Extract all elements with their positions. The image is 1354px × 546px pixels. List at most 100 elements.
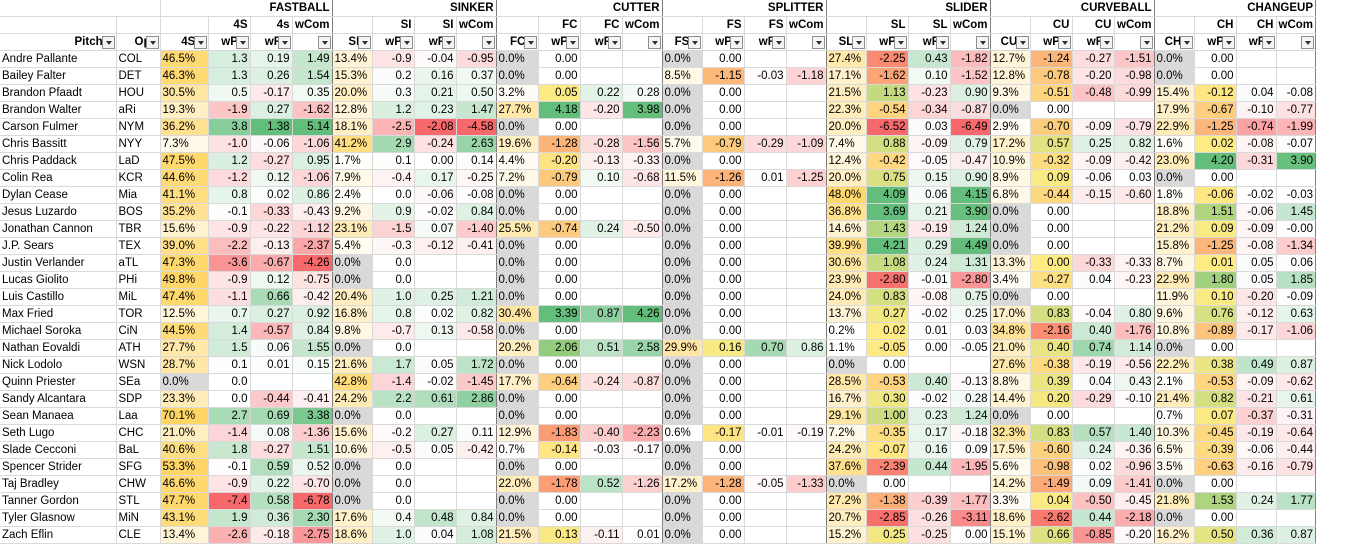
pitch-wrv-cell: -0.85 xyxy=(1072,526,1115,544)
filter-dropdown-icon[interactable] xyxy=(607,36,621,49)
filter-dropdown-icon[interactable] xyxy=(1261,36,1275,49)
filter-dropdown-icon[interactable] xyxy=(145,36,159,49)
filter-dropdown-icon[interactable] xyxy=(935,36,949,49)
filter-dropdown-icon[interactable] xyxy=(975,36,989,49)
filter-dropdown-icon[interactable] xyxy=(565,36,579,49)
pitch-usage-cell: 70.1% xyxy=(160,407,209,425)
pitch-wrv-cell: 0.24 xyxy=(1072,441,1115,459)
filter-dropdown-icon[interactable] xyxy=(1057,36,1071,49)
filter-dropdown-icon[interactable] xyxy=(1139,36,1153,49)
column-header: b xyxy=(950,33,991,51)
filter-dropdown-icon[interactable] xyxy=(1015,36,1029,49)
pitch-wpm-cell: -0.53 xyxy=(866,373,909,391)
table-row: Nick Lodolo WSN 28.7% 0.1 0.01 0.15 21.6% 1.7 0.… xyxy=(0,356,1316,374)
filter-dropdown-icon[interactable] xyxy=(481,36,495,49)
opponent: ATH xyxy=(116,339,161,357)
pitch-wrv-cell: -0.09 xyxy=(1236,220,1277,238)
table-row: Colin Rea KCR 44.6% -1.2 0.12 -1.06 7.9% -0.4 0.… xyxy=(0,169,1316,187)
filter-dropdown-icon[interactable] xyxy=(1179,36,1193,49)
table-row: Taj Bradley CHW 46.6% -0.9 0.22 -0.70 0.0% 0.0 2… xyxy=(0,475,1316,493)
pitch-wpm-cell: 0.0 xyxy=(372,407,415,425)
pitch-wpm-cell: 2.06 xyxy=(538,339,581,357)
pitch-wpm-cell: 0.00 xyxy=(702,254,745,272)
pitch-wrv-cell: -0.06 xyxy=(1236,203,1277,221)
pitch-wcomb-cell xyxy=(786,271,827,289)
filter-dropdown-icon[interactable] xyxy=(647,36,661,49)
filter-dropdown-icon[interactable] xyxy=(399,36,413,49)
pitch-wrv-cell: 0.16 xyxy=(414,67,457,85)
pitch-wcomb-cell: 0.01 xyxy=(622,526,663,544)
table-row: Max Fried TOR 12.5% 0.7 0.27 0.92 16.8% 0.8 0.02… xyxy=(0,305,1316,323)
filter-dropdown-icon[interactable] xyxy=(441,36,455,49)
pitch-usage-cell: 17.2% xyxy=(990,135,1031,153)
pitch-wpm-cell: -2.16 xyxy=(1030,322,1073,340)
pitch-usage-cell: 14.6% xyxy=(826,220,867,238)
pitch-wpm-cell: 0.00 xyxy=(702,492,745,510)
pitch-wrv-cell: 0.01 xyxy=(908,322,951,340)
pitch-usage-cell: 21.0% xyxy=(990,339,1031,357)
filter-dropdown-icon[interactable] xyxy=(729,36,743,49)
filter-dropdown-icon[interactable] xyxy=(1221,36,1235,49)
pitch-wrv-cell: 0.23 xyxy=(908,407,951,425)
pitch-wrv-cell: -0.02 xyxy=(1236,186,1277,204)
pitch-usage-cell: 3.5% xyxy=(1154,458,1195,476)
group-header-cutter: CUTTER xyxy=(496,0,663,17)
pitch-wcomb-cell: 0.15 xyxy=(292,356,333,374)
pitch-wrv-cell: -0.33 xyxy=(1072,254,1115,272)
pitch-wcomb-cell: -1.09 xyxy=(786,135,827,153)
pitch-wpm-cell: -0.98 xyxy=(1030,458,1073,476)
pitch-usage-cell: 12.8% xyxy=(332,101,373,119)
filter-dropdown-icon[interactable] xyxy=(1301,36,1314,49)
pitch-wrv-cell xyxy=(580,322,623,340)
pitch-wpm-cell: 0.7 xyxy=(208,305,251,323)
pitch-wrv-cell: -0.40 xyxy=(580,424,623,442)
filter-dropdown-icon[interactable] xyxy=(811,36,825,49)
pitch-usage-cell: 15.2% xyxy=(826,526,867,544)
filter-dropdown-icon[interactable] xyxy=(1099,36,1113,49)
opponent: BOS xyxy=(116,203,161,221)
pitch-wpm-cell: 0.00 xyxy=(702,118,745,136)
pitch-wpm-cell: 0.40 xyxy=(1030,339,1073,357)
pitch-wrv-cell xyxy=(580,407,623,425)
filter-dropdown-icon[interactable] xyxy=(687,36,701,49)
column-header: wRV xyxy=(908,33,951,51)
filter-dropdown-icon[interactable] xyxy=(851,36,865,49)
pitch-wpm-cell: -2.62 xyxy=(1030,509,1073,527)
pitch-usage-cell: 0.0% xyxy=(496,458,539,476)
pitch-wpm-cell: -1.26 xyxy=(702,169,745,187)
pitch-wcomb-cell: -0.42 xyxy=(1114,152,1155,170)
pitch-wpm-cell: 1.7 xyxy=(372,356,415,374)
pitch-wpm-cell: 0.3 xyxy=(372,84,415,102)
pitch-usage-cell: 8.7% xyxy=(1154,254,1195,272)
filter-dropdown-icon[interactable] xyxy=(235,36,249,49)
filter-dropdown-icon[interactable] xyxy=(523,36,537,49)
filter-dropdown-icon[interactable] xyxy=(771,36,785,49)
pitch-wrv-cell xyxy=(744,220,787,238)
filter-dropdown-icon[interactable] xyxy=(101,36,115,49)
pitch-usage-cell: 17.5% xyxy=(990,441,1031,459)
table-row: Chris Paddack LaD 47.5% 1.2 -0.27 0.95 1.7% 0.1… xyxy=(0,152,1316,170)
pitch-wpm-cell: 0.00 xyxy=(702,203,745,221)
table-row: Nathan Eovaldi ATH 27.7% 1.5 0.06 1.55 0.0% 0.0… xyxy=(0,339,1316,357)
filter-dropdown-icon[interactable] xyxy=(193,36,207,49)
pitch-wrv-cell: -0.17 xyxy=(250,84,293,102)
pitch-usage-cell: 22.9% xyxy=(1154,271,1195,289)
pitch-wpm-cell: -6.52 xyxy=(866,118,909,136)
filter-dropdown-icon[interactable] xyxy=(893,36,907,49)
pitch-usage-cell: 10.6% xyxy=(332,441,373,459)
filter-dropdown-icon[interactable] xyxy=(357,36,371,49)
pitch-wcomb-cell: -0.33 xyxy=(622,152,663,170)
column-header: 4S% xyxy=(160,33,209,51)
pitch-wpm-cell: 0.0 xyxy=(208,390,251,408)
pitch-wrv-cell xyxy=(1236,339,1277,357)
filter-dropdown-icon[interactable] xyxy=(317,36,331,49)
pitch-wpm-cell: 0.00 xyxy=(702,101,745,119)
pitch-wpm-cell: 0.38 xyxy=(1194,356,1237,374)
pitch-usage-cell: 22.9% xyxy=(1154,118,1195,136)
column-subheader: CU xyxy=(1072,16,1115,34)
pitch-usage-cell: 0.0% xyxy=(496,237,539,255)
pitch-wrv-cell: -0.74 xyxy=(1236,118,1277,136)
filter-dropdown-icon[interactable] xyxy=(277,36,291,49)
pitch-wpm-cell: 2.9 xyxy=(372,135,415,153)
opponent: aTL xyxy=(116,254,161,272)
